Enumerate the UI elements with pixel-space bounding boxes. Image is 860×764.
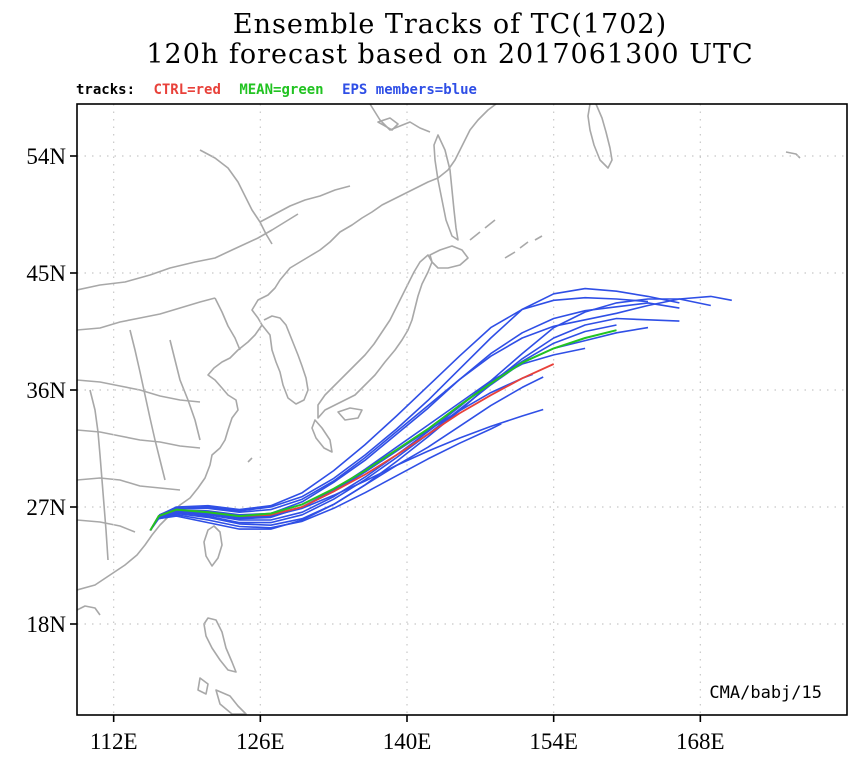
okhotsk-island [377, 117, 399, 131]
tick-label-lat-0: 54N [26, 144, 66, 169]
luzon [203, 617, 237, 673]
sakhalin [433, 134, 459, 241]
tick-label-lat-2: 36N [26, 378, 66, 403]
taiwan [203, 525, 223, 567]
coastline-layer [77, 104, 801, 715]
kuril-4 [519, 241, 529, 249]
map-frame [76, 103, 848, 716]
kuril-5 [534, 235, 543, 241]
china-coast [77, 104, 497, 591]
border-3 [259, 185, 351, 223]
border-7 [77, 429, 201, 449]
eps-track-10 [149, 408, 544, 531]
legend-prefix: tracks: [76, 82, 136, 98]
eps-track-1 [149, 287, 680, 531]
border-12 [214, 297, 241, 351]
border-5 [129, 329, 166, 481]
border-8 [77, 477, 181, 491]
tick-label-lat-1: 45N [26, 261, 66, 286]
tick-label-lon-1: 126E [236, 729, 285, 754]
border-6 [77, 379, 201, 403]
korea-coast [261, 315, 309, 405]
tick-label-lat-4: 18N [26, 612, 66, 637]
border-9 [77, 519, 136, 533]
border-10 [89, 389, 109, 561]
japan-shikoku [337, 407, 363, 421]
eps-track-9 [149, 376, 544, 531]
kuril-3 [504, 251, 516, 259]
credit-label: CMA/babj/15 [709, 683, 822, 703]
tick-label-lon-0: 112E [90, 729, 138, 754]
japan-kyushu [311, 419, 333, 453]
track-layer [149, 287, 732, 531]
legend-mean: MEAN=green [239, 82, 324, 98]
kuril-1 [469, 231, 481, 241]
legend-ctrl: CTRL=red [153, 82, 221, 98]
eps-track-2 [149, 298, 711, 531]
chart-title: Ensemble Tracks of TC(1702) [232, 9, 668, 40]
japan-hokkaido [429, 245, 469, 269]
legend-eps: EPS members=blue [342, 82, 477, 98]
border-1 [77, 213, 299, 291]
tick-label-lon-2: 140E [383, 729, 432, 754]
eps-track-4 [149, 317, 680, 531]
chart-subtitle: 120h forecast based on 2017061300 UTC [146, 39, 754, 70]
mean-track [149, 329, 617, 531]
tick-label-lon-3: 154E [529, 729, 578, 754]
border-11 [169, 339, 201, 441]
border-2 [199, 149, 273, 245]
eps-track-5 [149, 295, 732, 531]
eps-track-13 [149, 296, 649, 531]
track-legend: tracks: CTRL=red MEAN=green EPS members=… [76, 82, 487, 98]
tick-label-lon-4: 168E [676, 729, 725, 754]
japan-honshu [317, 254, 433, 419]
mindoro [197, 677, 209, 695]
eps-track-11 [149, 423, 502, 531]
kamchatka [587, 104, 613, 169]
south-coast [77, 605, 101, 616]
sakhalin-small [785, 151, 801, 159]
visayas [215, 689, 247, 715]
axis-layer: 112E 126E 140E 154E 168E 54N 45N 36N 27N 18N [26, 144, 724, 754]
border-4 [77, 297, 216, 331]
far-east-coast [369, 104, 431, 133]
eps-track-7 [149, 347, 586, 531]
eps-track-3 [149, 302, 680, 531]
kuril-2 [484, 219, 496, 229]
ryukyu [247, 457, 253, 463]
tick-label-lat-3: 27N [26, 495, 66, 520]
